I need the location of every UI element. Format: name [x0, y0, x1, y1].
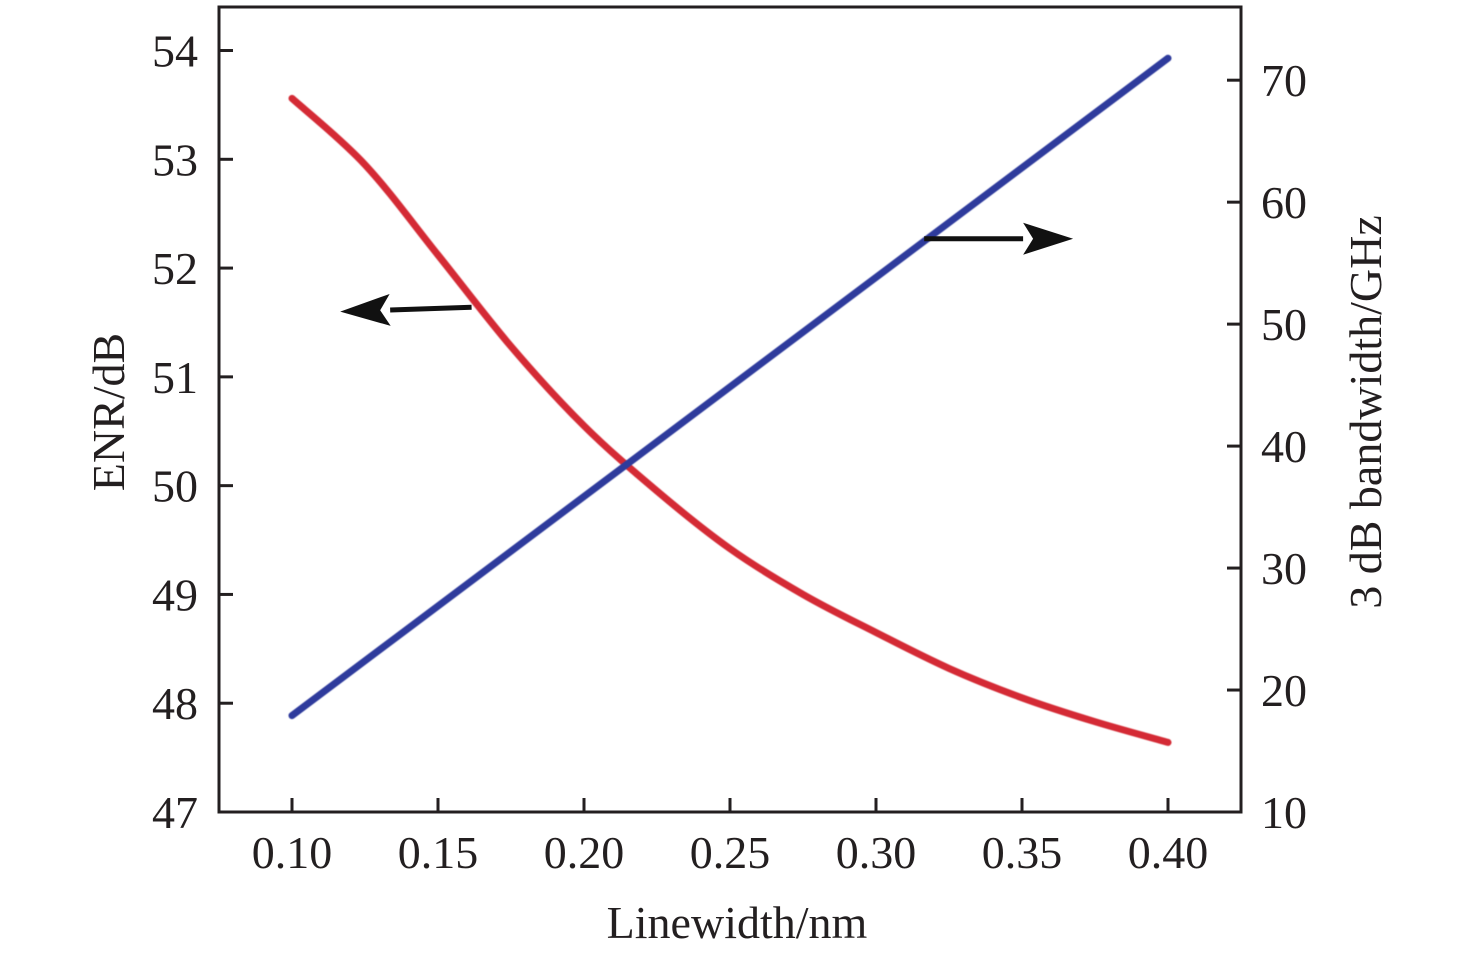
ticks-layer: 0.10 0.15 0.20 0.25 0.30 0.35 0.40 47 48 49 50 51 52…	[152, 26, 1307, 878]
right-y-tick-label: 50	[1261, 299, 1307, 350]
plot-frame	[217, 5, 1243, 814]
left-axis-title: ENR/dB	[83, 333, 134, 491]
left-y-tick-label: 54	[152, 26, 198, 77]
right-y-tick-label: 60	[1261, 177, 1307, 228]
right-y-tick-label: 40	[1261, 421, 1307, 472]
bandwidth-series-line	[288, 54, 1172, 720]
left-pointing-arrow-head	[340, 293, 391, 326]
right-y-tick-label: 10	[1261, 787, 1307, 838]
left-y-tick-label: 49	[152, 569, 198, 620]
x-tick-label: 0.20	[544, 827, 625, 878]
right-pointing-arrow-head	[1023, 222, 1074, 255]
left-y-tick-label: 48	[152, 678, 198, 729]
left-pointing-arrow-shaft	[390, 304, 472, 313]
x-tick-label: 0.35	[982, 827, 1063, 878]
x-axis-title: Linewidth/nm	[607, 897, 868, 948]
left-y-tick-label: 47	[152, 787, 198, 838]
x-tick-label: 0.40	[1128, 827, 1209, 878]
left-y-tick-label: 50	[152, 461, 198, 512]
right-y-tick-label: 20	[1261, 665, 1307, 716]
left-y-tick-label: 53	[152, 134, 198, 185]
right-y-tick-label: 30	[1261, 543, 1307, 594]
right-axis-title: 3 dB bandwidth/GHz	[1340, 215, 1391, 609]
left-pointing-arrow	[340, 293, 472, 326]
left-y-tick-label: 52	[152, 243, 198, 294]
left-y-tick-label: 51	[152, 352, 198, 403]
series-layer	[288, 54, 1172, 746]
x-tick-label: 0.25	[690, 827, 771, 878]
x-tick-label: 0.30	[836, 827, 917, 878]
x-tick-label: 0.15	[398, 827, 479, 878]
annotation-layer	[340, 222, 1074, 326]
enr-series-line	[288, 94, 1172, 746]
x-tick-label: 0.10	[252, 827, 333, 878]
right-y-tick-label: 70	[1261, 55, 1307, 106]
right-pointing-arrow	[924, 222, 1074, 255]
